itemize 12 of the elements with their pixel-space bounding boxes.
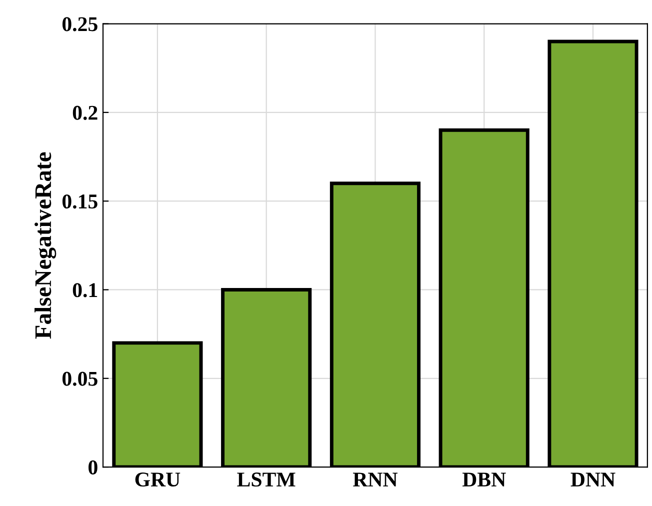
y-tick-label: 0.05 [62,372,98,386]
y-tick-label: 0.1 [72,283,98,298]
y-tick-label: 0 [88,460,98,474]
y-tick-label: 0.15 [62,194,98,209]
y-tick-label: 0.2 [72,106,98,120]
y-axis-title: FalseNegativeRate [34,152,56,339]
x-tick-label: DNN [570,472,616,486]
x-tick-label: DBN [462,472,506,486]
x-tick-label: LSTM [237,472,296,487]
x-tick-label: GRU [135,472,180,487]
y-tick-label: 0.25 [62,17,98,32]
x-tick-label: RNN [353,472,398,486]
